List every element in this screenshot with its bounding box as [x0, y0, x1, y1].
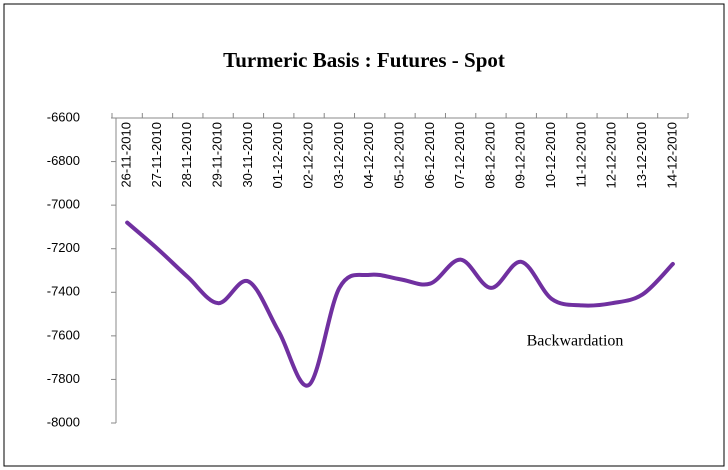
y-tick-label: -7800 [47, 371, 80, 386]
x-tick-label: 26-11-2010 [119, 122, 134, 188]
y-tick-label: -6800 [47, 153, 80, 168]
x-tick-label: 06-12-2010 [422, 122, 437, 189]
y-tick-label: -7400 [47, 284, 80, 299]
x-tick-label: 04-12-2010 [361, 122, 376, 189]
y-tick-label: -8000 [47, 414, 80, 429]
x-tick-label: 28-11-2010 [179, 122, 194, 188]
y-tick-label: -7000 [47, 197, 80, 212]
x-tick-label: 29-11-2010 [210, 122, 225, 188]
x-tick-label: 07-12-2010 [452, 122, 467, 189]
x-tick-label: 10-12-2010 [543, 122, 558, 189]
x-tick-label: 30-11-2010 [240, 122, 255, 188]
x-tick-label: 09-12-2010 [513, 122, 528, 189]
chart-title: Turmeric Basis : Futures - Spot [223, 48, 505, 72]
x-tick-label: 27-11-2010 [149, 122, 164, 188]
x-tick-label: 08-12-2010 [482, 122, 497, 189]
x-tick-label: 13-12-2010 [634, 122, 649, 189]
line-series [125, 220, 675, 388]
y-tick-label: -6600 [47, 109, 80, 124]
x-tick-label: 03-12-2010 [331, 122, 346, 189]
x-tick-label: 05-12-2010 [391, 122, 406, 189]
x-tick-label: 14-12-2010 [664, 122, 679, 189]
chart-border [3, 3, 725, 467]
y-tick-label: -7200 [47, 240, 80, 255]
x-tick-label: 11-12-2010 [573, 122, 588, 188]
x-tick-label: 02-12-2010 [300, 122, 315, 189]
x-tick-label: 01-12-2010 [270, 122, 285, 189]
annotation: Backwardation [527, 333, 624, 350]
y-tick-label: -7600 [47, 327, 80, 342]
x-tick-label: 12-12-2010 [604, 122, 619, 189]
